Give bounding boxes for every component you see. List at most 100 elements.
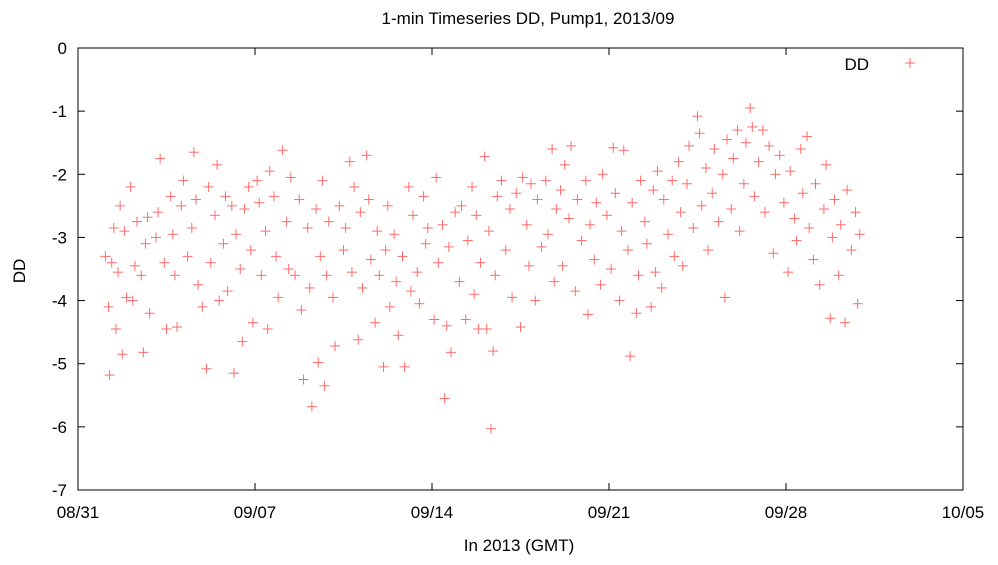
y-tick-label: -7 xyxy=(52,481,67,500)
data-point xyxy=(515,322,526,333)
data-point xyxy=(262,323,273,334)
data-point xyxy=(172,322,183,333)
data-point xyxy=(108,222,119,233)
data-point xyxy=(835,219,846,230)
data-point xyxy=(481,323,492,334)
data-point xyxy=(732,125,743,136)
data-point xyxy=(437,219,448,230)
data-point xyxy=(393,330,404,341)
y-tick-label: -2 xyxy=(52,165,67,184)
data-point xyxy=(749,191,760,202)
data-point xyxy=(260,226,271,237)
data-point xyxy=(197,301,208,312)
data-point xyxy=(709,144,720,155)
data-point xyxy=(694,128,705,139)
y-tick-label: -1 xyxy=(52,102,67,121)
data-point xyxy=(239,204,250,215)
data-point xyxy=(591,197,602,208)
data-point xyxy=(688,222,699,233)
data-point xyxy=(582,309,593,320)
data-point xyxy=(663,229,673,240)
data-point xyxy=(231,229,242,240)
data-point xyxy=(551,204,562,215)
data-point xyxy=(317,175,328,186)
data-point xyxy=(353,334,364,345)
data-point xyxy=(188,147,199,158)
data-point xyxy=(391,276,402,287)
data-point xyxy=(635,175,646,186)
data-point xyxy=(306,401,317,412)
data-point xyxy=(117,349,128,360)
legend-marker xyxy=(905,58,915,68)
data-point xyxy=(220,191,231,202)
data-point xyxy=(576,235,587,246)
data-point xyxy=(842,185,853,196)
data-point xyxy=(625,351,636,362)
x-tick-label: 09/14 xyxy=(411,503,454,522)
data-point xyxy=(768,248,779,259)
data-point xyxy=(639,216,650,227)
data-point xyxy=(414,298,425,309)
data-point xyxy=(675,207,686,218)
data-point xyxy=(399,361,410,372)
data-point xyxy=(692,111,703,122)
data-point xyxy=(365,254,376,265)
data-point xyxy=(285,172,296,183)
y-tick-label: -4 xyxy=(52,292,67,311)
data-point xyxy=(557,260,568,271)
data-point xyxy=(802,131,813,142)
data-point xyxy=(380,245,391,256)
data-point xyxy=(103,301,114,312)
data-point xyxy=(245,245,256,256)
data-point xyxy=(319,380,330,391)
legend: DD xyxy=(844,55,915,74)
data-point xyxy=(235,264,246,274)
data-point xyxy=(420,238,431,249)
data-point xyxy=(622,245,633,256)
data-point xyxy=(454,276,465,287)
legend-label: DD xyxy=(844,55,869,74)
data-point xyxy=(631,308,642,319)
data-point xyxy=(673,156,684,167)
data-point xyxy=(294,194,305,205)
data-point xyxy=(854,229,865,240)
data-point xyxy=(397,251,408,262)
data-point xyxy=(125,181,136,192)
data-point xyxy=(656,282,667,293)
data-point xyxy=(555,185,566,196)
data-point xyxy=(127,295,138,306)
data-point xyxy=(445,347,456,358)
data-point xyxy=(460,314,471,325)
legend-marker-symbol xyxy=(905,58,915,68)
data-point xyxy=(186,222,197,233)
data-point xyxy=(829,194,840,205)
data-point xyxy=(652,166,663,177)
data-point xyxy=(209,210,220,221)
data-point xyxy=(218,238,229,249)
data-point xyxy=(100,251,111,262)
data-point xyxy=(471,210,482,221)
data-point xyxy=(610,188,621,199)
data-point xyxy=(473,323,484,334)
data-point xyxy=(808,254,819,265)
data-point xyxy=(302,222,313,233)
data-point xyxy=(804,222,815,233)
data-point xyxy=(462,235,473,246)
data-point xyxy=(669,251,680,262)
data-point xyxy=(791,235,802,246)
data-point xyxy=(486,423,496,434)
data-point xyxy=(734,226,745,237)
data-point xyxy=(517,172,528,183)
data-point xyxy=(132,216,142,227)
data-point xyxy=(827,232,838,243)
data-point xyxy=(315,251,326,262)
data-point xyxy=(753,156,764,167)
data-point xyxy=(608,142,619,153)
data-point xyxy=(228,368,239,379)
data-point xyxy=(104,370,115,381)
plot-frame xyxy=(77,47,964,491)
data-point xyxy=(585,219,596,230)
data-point xyxy=(740,137,751,148)
